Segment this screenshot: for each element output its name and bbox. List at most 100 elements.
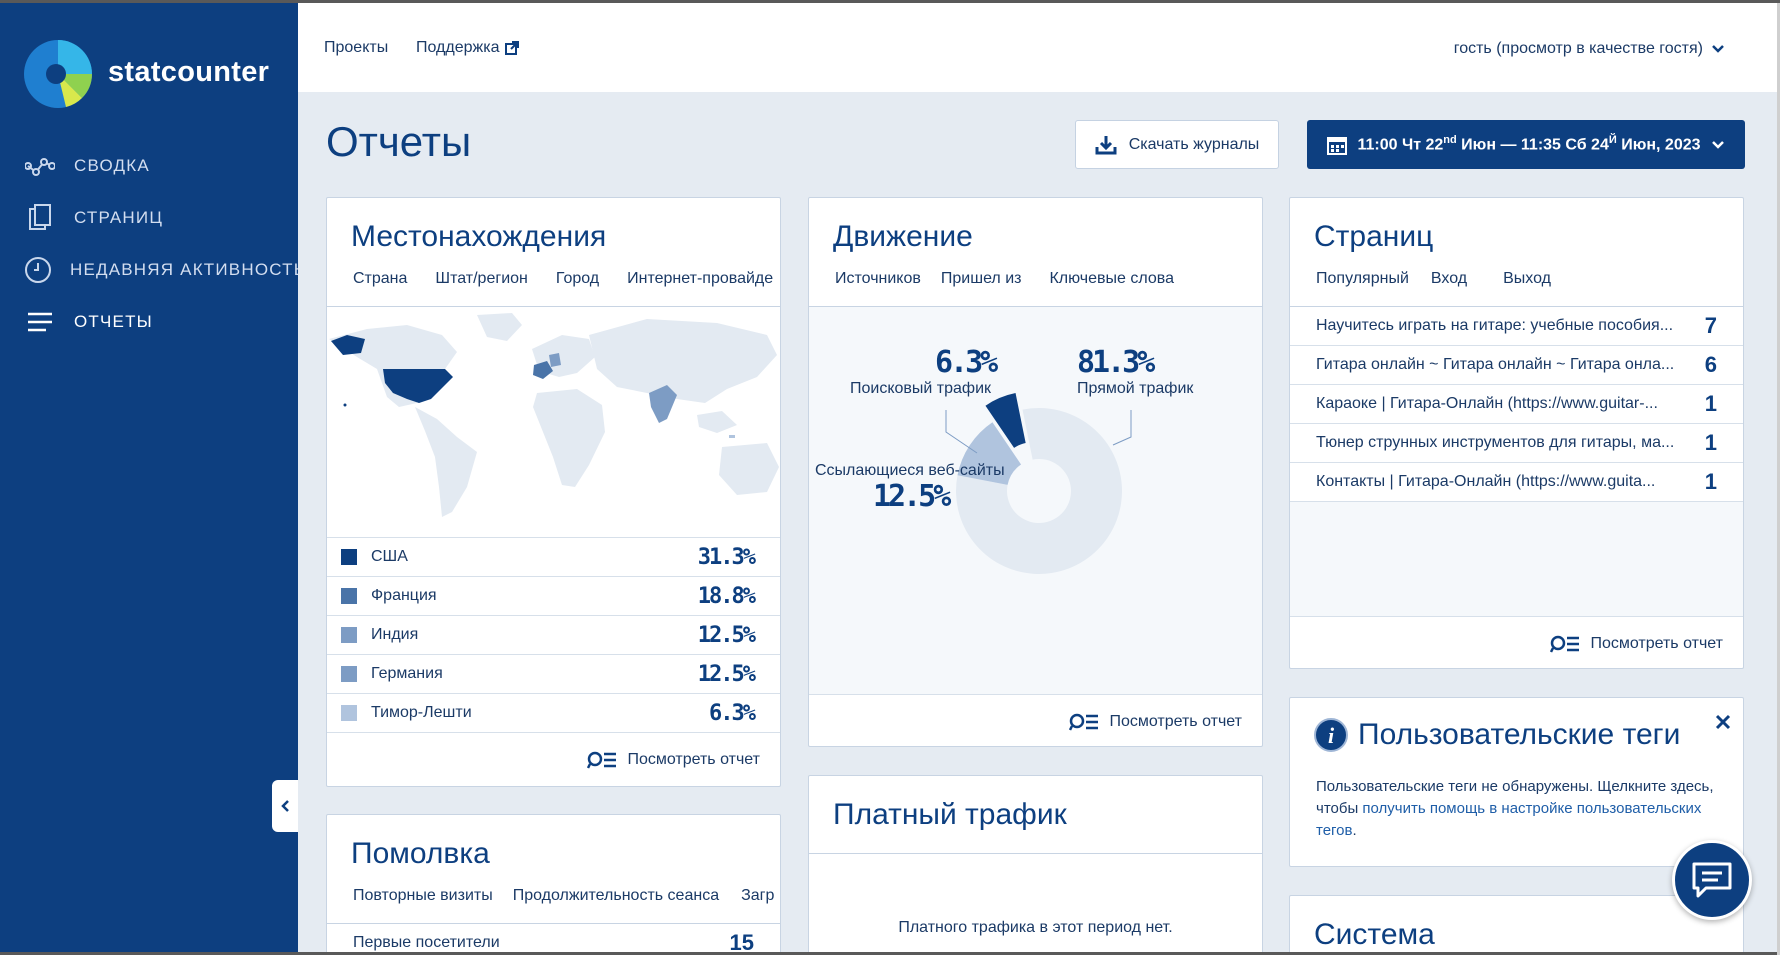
tab-state-region[interactable]: Штат/регион <box>435 270 528 287</box>
logo[interactable]: statcounter <box>22 34 269 110</box>
tags-text: Пользовательские теги не обнаружены. Щел… <box>1316 778 1714 817</box>
page-row[interactable]: Гитара онлайн ~ Гитара онлайн ~ Гитара о… <box>1290 346 1743 385</box>
page-row[interactable]: Тюнер струнных инструментов для гитары, … <box>1290 424 1743 463</box>
traffic-pie-chart[interactable] <box>809 307 1262 694</box>
swatch <box>341 588 357 604</box>
page-count: 1 <box>1704 430 1717 455</box>
referrer-percent: 12.5% <box>873 479 951 514</box>
page-row[interactable]: Научитесь играть на гитаре: учебные посо… <box>1290 307 1743 346</box>
view-report-label: Посмотреть отчет <box>1109 713 1242 730</box>
page-count: 6 <box>1704 352 1717 377</box>
locations-card: Местонахождения Страна Штат/регион Город… <box>326 197 781 787</box>
pages-tabs: Популярный Вход Выход <box>1316 270 1579 288</box>
date-start: 11:00 Чт 22 <box>1357 136 1444 154</box>
sidebar-item-label: НЕДАВНЯЯ АКТИВНОСТЬ <box>70 260 298 279</box>
user-label: гость (просмотр в качестве гостя) <box>1453 40 1703 57</box>
country-row[interactable]: Тимор-Лешти 6.3% <box>327 693 780 732</box>
country-percent: 12.5% <box>697 622 756 648</box>
tab-city[interactable]: Город <box>555 270 600 287</box>
sidebar-item-label: СТРАНИЦ <box>74 208 164 227</box>
tab-session-length[interactable]: Продолжительность сеанса <box>512 887 720 904</box>
view-report-icon <box>1550 635 1580 653</box>
world-map[interactable] <box>327 307 780 537</box>
view-report-link[interactable]: Посмотреть отчет <box>587 750 760 770</box>
pages-card: Страниц Популярный Вход Выход Научитесь … <box>1289 197 1744 669</box>
sidebar-item-summary[interactable]: СВОДКА <box>0 140 298 192</box>
tab-came-from[interactable]: Пришел из <box>940 270 1022 287</box>
world-map-graphic <box>329 313 779 517</box>
sidebar-item-label: СВОДКА <box>74 156 150 175</box>
custom-tags-card: i Пользовательские теги Пользовательские… <box>1289 697 1744 867</box>
tab-country[interactable]: Страна <box>353 270 408 287</box>
date-end: Июн, 2023 <box>1616 136 1701 154</box>
country-name: Индия <box>371 626 419 643</box>
tab-entry[interactable]: Вход <box>1430 270 1468 287</box>
tab-returning-visits[interactable]: Повторные визиты <box>353 887 493 904</box>
sidebar-item-reports[interactable]: ОТЧЕТЫ <box>0 296 298 348</box>
page-title-text: Тюнер струнных инструментов для гитары, … <box>1316 434 1675 451</box>
pie-slice[interactable] <box>957 422 1022 485</box>
country-row[interactable]: Франция 18.8% <box>327 576 780 615</box>
chat-button[interactable] <box>1672 840 1752 920</box>
country-percent: 18.8% <box>697 583 756 609</box>
calendar-icon <box>1327 136 1348 155</box>
tab-isp[interactable]: Интернет-провайде <box>627 270 774 287</box>
top-bar: Проекты Поддержка гость (просмотр в каче… <box>298 3 1780 92</box>
leader-line <box>945 410 978 454</box>
swatch <box>341 549 357 565</box>
projects-link[interactable]: Проекты <box>324 39 388 57</box>
close-tags-button[interactable] <box>1715 710 1731 736</box>
view-report-link[interactable]: Посмотреть отчет <box>1550 634 1723 654</box>
country-name: Франция <box>371 587 437 604</box>
traffic-card: Движение Источников Пришел из Ключевые с… <box>808 197 1263 747</box>
support-link[interactable]: Поддержка <box>416 39 520 57</box>
tab-downloads[interactable]: Загр <box>741 887 775 904</box>
projects-link-label: Проекты <box>324 39 389 56</box>
sidebar-item-recent-activity[interactable]: НЕДАВНЯЯ АКТИВНОСТЬ <box>0 244 298 296</box>
date-range-label: 11:00 Чт 22nd Июн — 11:35 Сб 24Й Июн, 20… <box>1357 134 1700 154</box>
view-report-label: Посмотреть отчет <box>1590 635 1723 652</box>
user-menu[interactable]: гость (просмотр в качестве гостя) <box>1454 40 1725 58</box>
first-visitors-row[interactable]: Первые посетители 15 <box>353 930 754 955</box>
tags-text-end: . <box>1352 822 1357 839</box>
direct-percent: 81.3% <box>1077 345 1155 380</box>
view-report-link[interactable]: Посмотреть отчет <box>1069 712 1242 732</box>
page-title-text: Научитесь играть на гитаре: учебные посо… <box>1316 317 1674 334</box>
country-row[interactable]: США 31.3% <box>327 537 780 576</box>
page-row[interactable]: Контакты | Гитара-Онлайн (https://www.gu… <box>1290 463 1743 502</box>
download-logs-button[interactable]: Скачать журналы <box>1075 120 1279 169</box>
page-title-text: Караоке | Гитара-Онлайн (https://www.gui… <box>1316 395 1658 412</box>
referrer-label: Ссылающиеся веб-сайты <box>815 462 1005 479</box>
tab-exit[interactable]: Выход <box>1503 270 1551 287</box>
pages-list: Научитесь играть на гитаре: учебные посо… <box>1290 307 1743 616</box>
sidebar-nav: СВОДКА СТРАНИЦ НЕДАВНЯЯ АКТИВНОСТЬ ОТЧЕТ… <box>0 140 298 348</box>
date-mid: Июн — 11:35 Сб 24 <box>1456 136 1609 154</box>
system-title: Система <box>1314 918 1435 951</box>
search-label: Поисковый трафик <box>850 380 992 397</box>
chat-icon <box>1692 862 1732 898</box>
tab-popular[interactable]: Популярный <box>1316 270 1409 287</box>
pie-slice[interactable] <box>956 408 1122 574</box>
country-row[interactable]: Индия 12.5% <box>327 615 780 654</box>
external-link-icon <box>505 41 520 55</box>
first-visitors-value: 15 <box>729 930 754 955</box>
view-report-icon <box>587 751 617 769</box>
swatch <box>341 627 357 643</box>
system-card: Система <box>1289 895 1744 955</box>
collapse-sidebar-button[interactable] <box>272 780 298 832</box>
date-range-picker[interactable]: 11:00 Чт 22nd Июн — 11:35 Сб 24Й Июн, 20… <box>1307 120 1745 169</box>
tab-keywords[interactable]: Ключевые слова <box>1049 270 1174 287</box>
locations-tabs: Страна Штат/регион Город Интернет-провай… <box>353 270 801 288</box>
search-percent: 6.3% <box>935 345 998 380</box>
view-report-icon <box>1069 713 1099 731</box>
pie-slice[interactable] <box>985 393 1026 448</box>
sidebar-item-pages[interactable]: СТРАНИЦ <box>0 192 298 244</box>
sidebar-item-label: ОТЧЕТЫ <box>74 312 153 331</box>
download-logs-label: Скачать журналы <box>1128 135 1260 153</box>
first-visitors-label: Первые посетители <box>353 934 500 951</box>
page-row[interactable]: Караоке | Гитара-Онлайн (https://www.gui… <box>1290 385 1743 424</box>
tab-sources[interactable]: Источников <box>835 270 921 287</box>
country-row[interactable]: Германия 12.5% <box>327 654 780 693</box>
list-icon <box>24 306 56 338</box>
tags-help-link[interactable]: получить помощь в настройке пользователь… <box>1316 800 1702 839</box>
